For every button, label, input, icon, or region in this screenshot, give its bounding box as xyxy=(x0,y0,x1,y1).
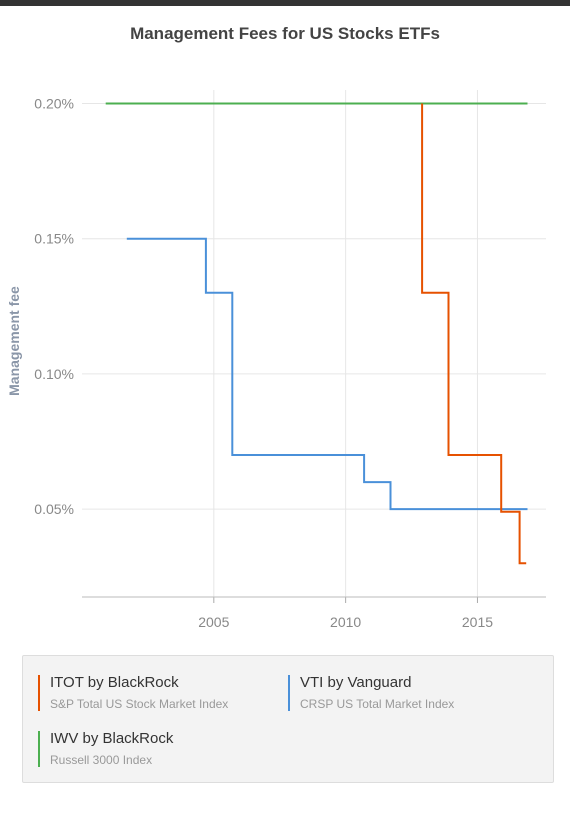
legend-subtitle: S&P Total US Stock Market Index xyxy=(50,697,229,711)
y-tick-label: 0.05% xyxy=(34,501,74,517)
legend-swatch-vti xyxy=(288,675,290,711)
legend: ITOT by BlackRock S&P Total US Stock Mar… xyxy=(22,655,554,783)
y-tick-label: 0.10% xyxy=(34,366,74,382)
x-tick-label: 2005 xyxy=(198,614,229,630)
legend-item-itot[interactable]: ITOT by BlackRock S&P Total US Stock Mar… xyxy=(38,674,228,713)
chart-svg: 0.05% 0.10% 0.15% 0.20% 2005 2010 2015 xyxy=(34,90,546,630)
chart-title: Management Fees for US Stocks ETFs xyxy=(130,24,440,43)
legend-swatch-iwv xyxy=(38,731,40,767)
series-line-vti xyxy=(126,237,528,511)
legend-item-iwv[interactable]: IWV by BlackRock Russell 3000 Index xyxy=(38,730,173,769)
x-tick-label: 2010 xyxy=(330,614,361,630)
legend-swatch-itot xyxy=(38,675,40,711)
legend-subtitle: Russell 3000 Index xyxy=(50,753,153,767)
legend-name: VTI by Vanguard xyxy=(300,674,412,691)
y-tick-label: 0.15% xyxy=(34,231,74,247)
series-line-itot xyxy=(421,103,527,565)
legend-name: IWV by BlackRock xyxy=(50,730,174,747)
legend-subtitle: CRSP US Total Market Index xyxy=(300,697,455,711)
top-bar xyxy=(0,0,570,6)
y-tick-label: 0.20% xyxy=(34,96,74,112)
x-tick-label: 2015 xyxy=(462,614,493,630)
y-axis-title: Management fee xyxy=(6,286,22,396)
legend-item-vti[interactable]: VTI by Vanguard CRSP US Total Market Ind… xyxy=(288,674,454,713)
legend-name: ITOT by BlackRock xyxy=(50,674,179,691)
